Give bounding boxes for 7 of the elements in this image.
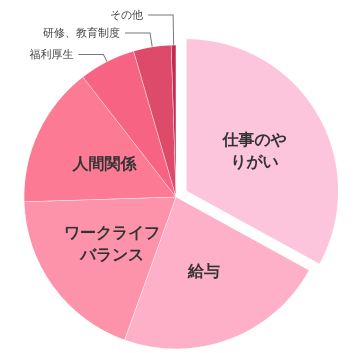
slice-label: 給与 <box>186 261 220 280</box>
slice-label: その他 <box>110 8 144 22</box>
slice-label: 人間関係 <box>72 154 138 173</box>
slice-label: 仕事のやりがい <box>221 130 286 172</box>
slice-label: 福利厚生 <box>29 48 74 61</box>
slice-label: ワークライフバランス <box>64 222 160 264</box>
slice-label: 研修、教育制度 <box>43 26 120 40</box>
